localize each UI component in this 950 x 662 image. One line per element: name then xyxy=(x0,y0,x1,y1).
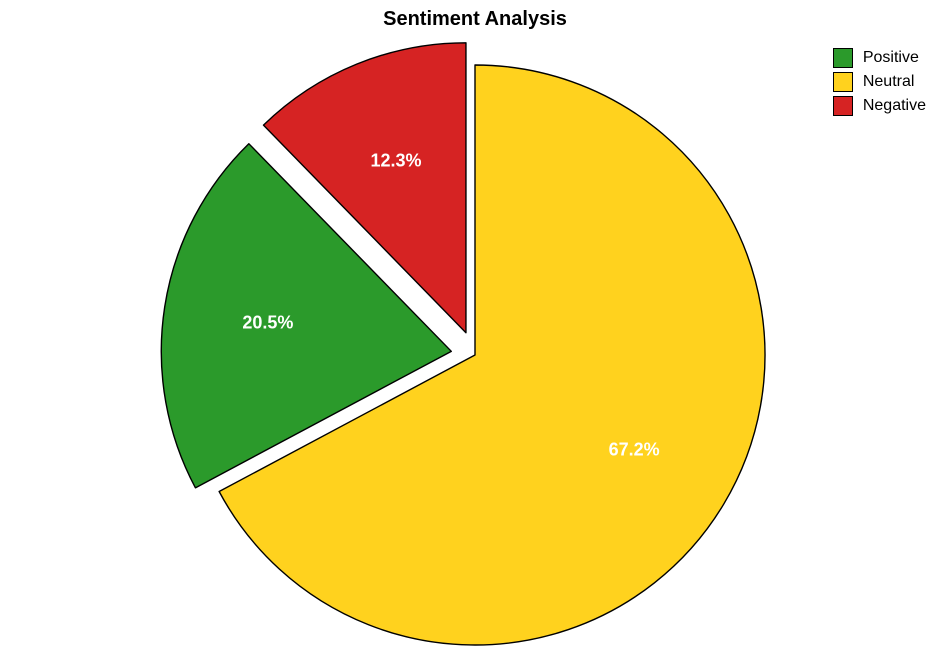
legend-item: Neutral xyxy=(833,72,926,92)
pie-svg xyxy=(0,0,950,662)
legend-label: Positive xyxy=(863,49,919,67)
legend-label: Neutral xyxy=(863,73,915,91)
legend-swatch xyxy=(833,72,853,92)
slice-label-negative: 12.3% xyxy=(370,150,421,171)
legend-label: Negative xyxy=(863,97,926,115)
slice-label-positive: 20.5% xyxy=(242,312,293,333)
legend-swatch xyxy=(833,48,853,68)
legend-swatch xyxy=(833,96,853,116)
chart-legend: Positive Neutral Negative xyxy=(833,48,926,120)
legend-item: Negative xyxy=(833,96,926,116)
sentiment-pie-chart: Sentiment Analysis PositiveNeutralNegati… xyxy=(0,0,950,662)
slice-label-neutral: 67.2% xyxy=(609,440,660,461)
legend-item: Positive xyxy=(833,48,926,68)
